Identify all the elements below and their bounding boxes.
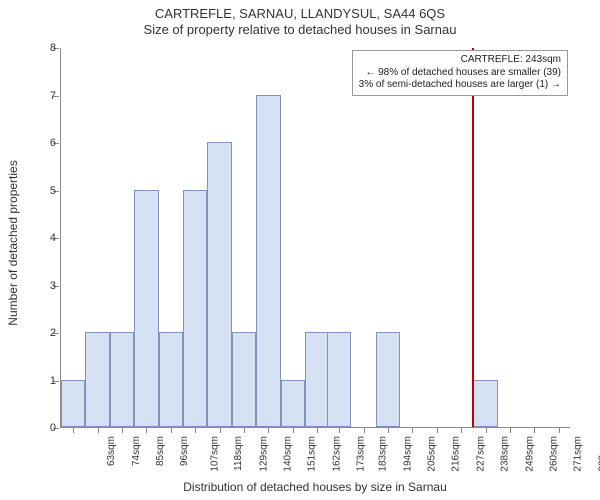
y-tick-label: 6: [32, 137, 56, 149]
x-tick-label: 85sqm: [155, 436, 166, 466]
x-tick-label: 118sqm: [233, 436, 244, 471]
y-tick-label: 8: [32, 42, 56, 54]
histogram-bar: [327, 332, 351, 427]
x-tick: [461, 427, 462, 433]
x-tick-label: 260sqm: [549, 436, 560, 472]
x-tick-label: 96sqm: [179, 436, 190, 466]
x-tick: [510, 427, 511, 433]
x-tick-label: 205sqm: [427, 436, 438, 472]
x-tick: [317, 427, 318, 433]
x-tick-label: 162sqm: [331, 436, 342, 472]
y-tick-label: 3: [32, 280, 56, 292]
x-tick: [268, 427, 269, 433]
histogram-bar: [183, 190, 207, 428]
x-tick-label: 173sqm: [356, 436, 367, 472]
x-tick: [437, 427, 438, 433]
reference-line: [472, 48, 474, 427]
x-tick-label: 227sqm: [475, 436, 486, 472]
x-tick-label: 107sqm: [209, 436, 220, 472]
histogram-bar: [281, 380, 305, 428]
x-tick-label: 151sqm: [307, 436, 318, 472]
y-tick-label: 4: [32, 232, 56, 244]
histogram-bar: [85, 332, 109, 427]
annotation-line: ← 98% of detached houses are smaller (39…: [359, 67, 561, 80]
x-tick-label: 63sqm: [106, 436, 117, 466]
x-tick-label: 140sqm: [283, 436, 294, 472]
x-tick: [195, 427, 196, 433]
x-tick: [559, 427, 560, 433]
x-tick: [388, 427, 389, 433]
x-tick: [244, 427, 245, 433]
x-tick: [73, 427, 74, 433]
y-tick-label: 5: [32, 185, 56, 197]
x-tick-label: 74sqm: [131, 436, 142, 466]
annotation-line: 3% of semi-detached houses are larger (1…: [359, 79, 561, 92]
histogram-bar: [134, 190, 158, 428]
histogram-bar: [110, 332, 134, 427]
chart-title-line1: CARTREFLE, SARNAU, LLANDYSUL, SA44 6QS: [0, 6, 600, 22]
y-axis-label: Number of detached properties: [6, 78, 20, 243]
plot-area: CARTREFLE: 243sqm← 98% of detached house…: [60, 48, 570, 428]
x-tick: [339, 427, 340, 433]
x-tick-label: 249sqm: [524, 436, 535, 472]
x-tick: [146, 427, 147, 433]
x-tick-label: 238sqm: [500, 436, 511, 472]
histogram-bar: [207, 142, 231, 427]
y-tick-label: 0: [32, 422, 56, 434]
annotation-box: CARTREFLE: 243sqm← 98% of detached house…: [352, 50, 568, 96]
y-tick-label: 2: [32, 327, 56, 339]
x-tick: [534, 427, 535, 433]
x-tick: [122, 427, 123, 433]
x-tick: [98, 427, 99, 433]
chart-title-line2: Size of property relative to detached ho…: [0, 22, 600, 38]
chart-container: CARTREFLE, SARNAU, LLANDYSUL, SA44 6QS S…: [0, 0, 600, 500]
x-tick: [220, 427, 221, 433]
x-tick-label: 194sqm: [402, 436, 413, 472]
histogram-bar: [305, 332, 329, 427]
x-axis-label: Distribution of detached houses by size …: [60, 480, 570, 494]
y-tick-label: 1: [32, 375, 56, 387]
x-tick: [486, 427, 487, 433]
histogram-bar: [256, 95, 280, 428]
y-tick-label: 7: [32, 90, 56, 102]
histogram-bar: [232, 332, 256, 427]
x-tick-label: 271sqm: [573, 436, 584, 472]
x-tick: [364, 427, 365, 433]
x-tick: [293, 427, 294, 433]
x-tick-label: 183sqm: [378, 436, 389, 472]
x-tick-label: 129sqm: [258, 436, 269, 472]
histogram-bar: [376, 332, 400, 427]
histogram-bar: [159, 332, 183, 427]
annotation-line: CARTREFLE: 243sqm: [359, 54, 561, 67]
chart-title-block: CARTREFLE, SARNAU, LLANDYSUL, SA44 6QS S…: [0, 0, 600, 39]
histogram-bar: [61, 380, 85, 428]
x-tick-label: 216sqm: [451, 436, 462, 472]
x-tick: [171, 427, 172, 433]
x-tick: [412, 427, 413, 433]
histogram-bar: [473, 380, 497, 428]
